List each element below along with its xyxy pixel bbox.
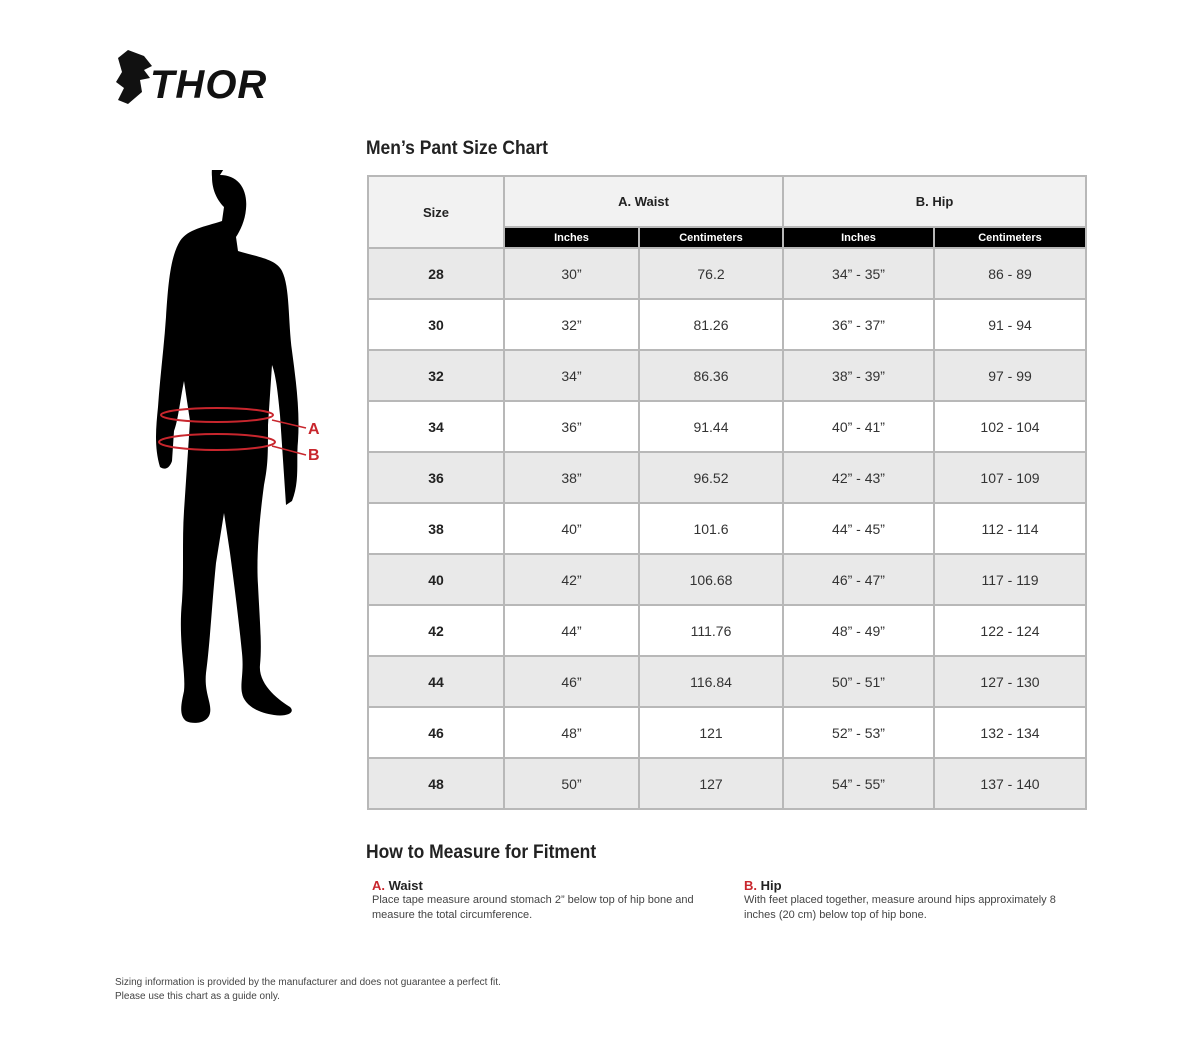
- thor-logo: THOR: [114, 48, 289, 113]
- table-row: 44 46” 116.84 50” - 51” 127 - 130: [367, 655, 1087, 708]
- hip-inches-cell: 44” - 45”: [782, 502, 935, 555]
- hip-cm-cell: 102 - 104: [933, 400, 1087, 453]
- hip-inches-cell: 54” - 55”: [782, 757, 935, 810]
- waist-cm-cell: 111.76: [638, 604, 784, 657]
- hip-cm-cell: 112 - 114: [933, 502, 1087, 555]
- size-cell: 46: [367, 706, 505, 759]
- size-cell: 28: [367, 247, 505, 300]
- body-silhouette: A B: [120, 143, 340, 775]
- waist-cm-cell: 101.6: [638, 502, 784, 555]
- waist-inches-cell: 30”: [503, 247, 640, 300]
- waist-cm-cell: 116.84: [638, 655, 784, 708]
- hip-cm-cell: 97 - 99: [933, 349, 1087, 402]
- hip-inches-cell: 52” - 53”: [782, 706, 935, 759]
- disclaimer-line: Sizing information is provided by the ma…: [115, 977, 501, 988]
- waist-inches-cell: 32”: [503, 298, 640, 351]
- waist-inches-cell: 40”: [503, 502, 640, 555]
- hip-inches-cell: 48” - 49”: [782, 604, 935, 657]
- hip-cm-cell: 86 - 89: [933, 247, 1087, 300]
- table-row: 32 34” 86.36 38” - 39” 97 - 99: [367, 349, 1087, 402]
- waist-cm-cell: 96.52: [638, 451, 784, 504]
- waist-instructions: A. Waist Place tape measure around stoma…: [372, 878, 712, 923]
- waist-inches-header: Inches: [503, 226, 640, 249]
- waist-name: Waist: [388, 878, 423, 893]
- size-header: Size: [367, 175, 505, 249]
- hip-inches-cell: 42” - 43”: [782, 451, 935, 504]
- waist-header: A. Waist: [503, 175, 784, 228]
- table-row: 38 40” 101.6 44” - 45” 112 - 114: [367, 502, 1087, 555]
- hip-inches-header: Inches: [782, 226, 935, 249]
- size-cell: 34: [367, 400, 505, 453]
- table-row: 28 30” 76.2 34” - 35” 86 - 89: [367, 247, 1087, 300]
- disclaimer: Sizing information is provided by the ma…: [115, 976, 501, 1004]
- hip-cm-cell: 132 - 134: [933, 706, 1087, 759]
- label-a: A: [308, 421, 320, 438]
- table-row: 48 50” 127 54” - 55” 137 - 140: [367, 757, 1087, 810]
- hip-text: With feet placed together, measure aroun…: [744, 894, 1056, 921]
- svg-text:THOR: THOR: [150, 63, 267, 107]
- size-cell: 32: [367, 349, 505, 402]
- waist-cm-cell: 81.26: [638, 298, 784, 351]
- hip-cm-cell: 127 - 130: [933, 655, 1087, 708]
- how-to-title: How to Measure for Fitment: [366, 842, 597, 863]
- waist-text: Place tape measure around stomach 2” bel…: [372, 894, 694, 921]
- label-b: B: [308, 447, 320, 464]
- table-row: 30 32” 81.26 36” - 37” 91 - 94: [367, 298, 1087, 351]
- table-row: 40 42” 106.68 46” - 47” 117 - 119: [367, 553, 1087, 606]
- hip-inches-cell: 36” - 37”: [782, 298, 935, 351]
- hip-inches-cell: 50” - 51”: [782, 655, 935, 708]
- table-row: 36 38” 96.52 42” - 43” 107 - 109: [367, 451, 1087, 504]
- disclaimer-line: Please use this chart as a guide only.: [115, 991, 280, 1002]
- waist-inches-cell: 36”: [503, 400, 640, 453]
- hip-inches-cell: 40” - 41”: [782, 400, 935, 453]
- table-row: 34 36” 91.44 40” - 41” 102 - 104: [367, 400, 1087, 453]
- waist-cm-header: Centimeters: [638, 226, 784, 249]
- size-cell: 36: [367, 451, 505, 504]
- waist-cm-cell: 86.36: [638, 349, 784, 402]
- hip-cm-cell: 91 - 94: [933, 298, 1087, 351]
- table-row: 46 48” 121 52” - 53” 132 - 134: [367, 706, 1087, 759]
- size-cell: 48: [367, 757, 505, 810]
- waist-inches-cell: 50”: [503, 757, 640, 810]
- page-title: Men’s Pant Size Chart: [366, 138, 548, 159]
- hip-inches-cell: 34” - 35”: [782, 247, 935, 300]
- size-cell: 42: [367, 604, 505, 657]
- hip-letter: B.: [744, 878, 757, 893]
- hip-name: Hip: [760, 878, 782, 893]
- waist-inches-cell: 42”: [503, 553, 640, 606]
- size-chart-table: Size A. Waist B. Hip Inches Centimeters …: [367, 175, 1087, 810]
- hip-cm-cell: 122 - 124: [933, 604, 1087, 657]
- waist-cm-cell: 106.68: [638, 553, 784, 606]
- hip-cm-cell: 107 - 109: [933, 451, 1087, 504]
- size-cell: 40: [367, 553, 505, 606]
- waist-letter: A.: [372, 878, 385, 893]
- waist-cm-cell: 127: [638, 757, 784, 810]
- hip-inches-cell: 46” - 47”: [782, 553, 935, 606]
- hip-instructions: B. Hip With feet placed together, measur…: [744, 878, 1084, 923]
- waist-cm-cell: 76.2: [638, 247, 784, 300]
- waist-inches-cell: 48”: [503, 706, 640, 759]
- table-row: 42 44” 111.76 48” - 49” 122 - 124: [367, 604, 1087, 657]
- size-cell: 44: [367, 655, 505, 708]
- hip-cm-header: Centimeters: [933, 226, 1087, 249]
- hip-header: B. Hip: [782, 175, 1087, 228]
- hip-inches-cell: 38” - 39”: [782, 349, 935, 402]
- waist-inches-cell: 44”: [503, 604, 640, 657]
- hip-cm-cell: 137 - 140: [933, 757, 1087, 810]
- size-cell: 38: [367, 502, 505, 555]
- waist-cm-cell: 121: [638, 706, 784, 759]
- waist-inches-cell: 38”: [503, 451, 640, 504]
- size-cell: 30: [367, 298, 505, 351]
- hip-cm-cell: 117 - 119: [933, 553, 1087, 606]
- waist-cm-cell: 91.44: [638, 400, 784, 453]
- waist-inches-cell: 46”: [503, 655, 640, 708]
- waist-inches-cell: 34”: [503, 349, 640, 402]
